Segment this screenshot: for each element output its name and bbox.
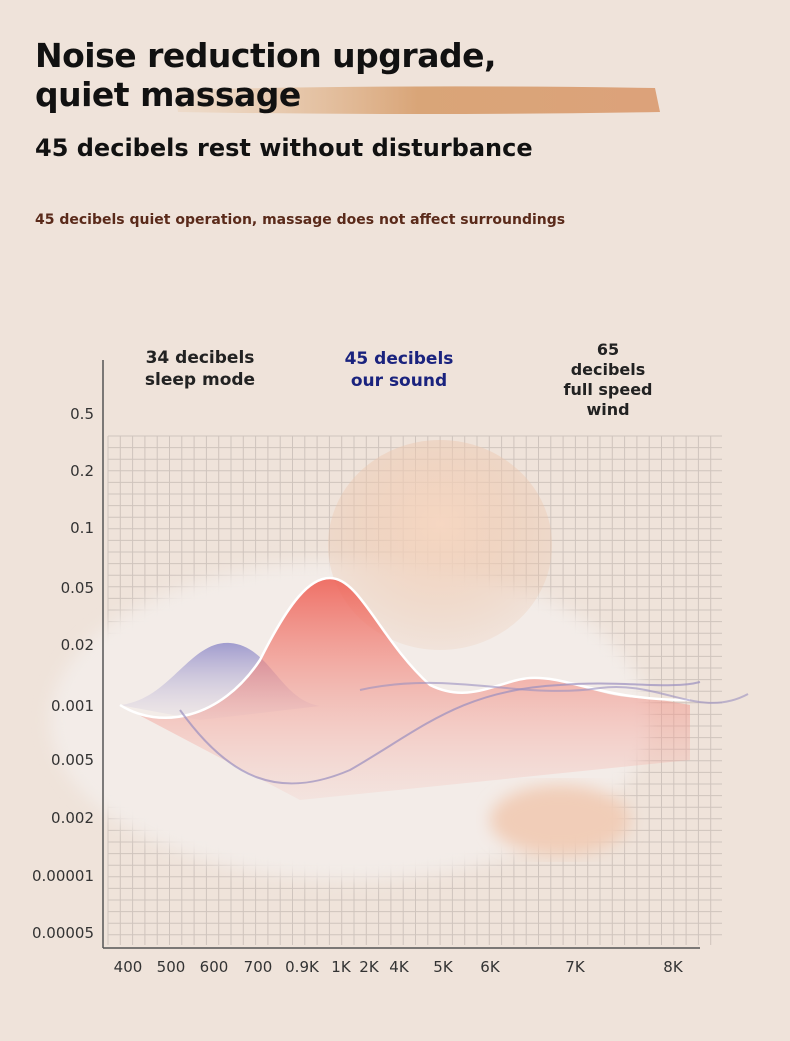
x-label: 4K bbox=[389, 958, 409, 976]
annotation: 45 decibels our sound bbox=[344, 349, 454, 391]
red-wave bbox=[120, 578, 690, 800]
y-label: 0.02 bbox=[60, 636, 94, 654]
baby-hand bbox=[490, 785, 630, 855]
x-label: 1K bbox=[331, 958, 351, 976]
purple-line bbox=[359, 681, 749, 704]
x-label: 500 bbox=[156, 958, 186, 976]
baby-head bbox=[328, 440, 552, 650]
x-label: 600 bbox=[199, 958, 229, 976]
x-label: 5K bbox=[433, 958, 453, 976]
x-label: 6K bbox=[480, 958, 500, 976]
y-label: 0.05 bbox=[60, 579, 94, 597]
y-label: 0.2 bbox=[70, 462, 94, 480]
y-label: 0.002 bbox=[51, 809, 94, 827]
y-label: 0.00001 bbox=[31, 867, 94, 885]
y-label: 0.5 bbox=[70, 405, 94, 423]
x-label: 400 bbox=[113, 958, 143, 976]
y-label: 0.005 bbox=[51, 751, 94, 769]
x-label: 0.9K bbox=[285, 958, 319, 976]
subtitle: 45 decibels rest without disturbance bbox=[35, 134, 533, 162]
x-label: 8K bbox=[663, 958, 683, 976]
wave-outline bbox=[119, 576, 691, 719]
y-label: 0.1 bbox=[70, 519, 94, 537]
y-label: 0.001 bbox=[51, 697, 94, 715]
x-label: 7K bbox=[565, 958, 585, 976]
description: 45 decibels quiet operation, massage doe… bbox=[35, 212, 566, 228]
x-label: 700 bbox=[243, 958, 273, 976]
y-label: 0.00005 bbox=[31, 924, 94, 942]
x-label: 2K bbox=[359, 958, 379, 976]
annotation: 65 decibels full speed wind bbox=[563, 340, 653, 419]
purple-line bbox=[179, 681, 701, 785]
annotation: 34 decibels sleep mode bbox=[144, 348, 256, 390]
title: Noise reduction upgrade, quiet massage bbox=[35, 36, 497, 114]
brush-stroke bbox=[175, 86, 660, 114]
